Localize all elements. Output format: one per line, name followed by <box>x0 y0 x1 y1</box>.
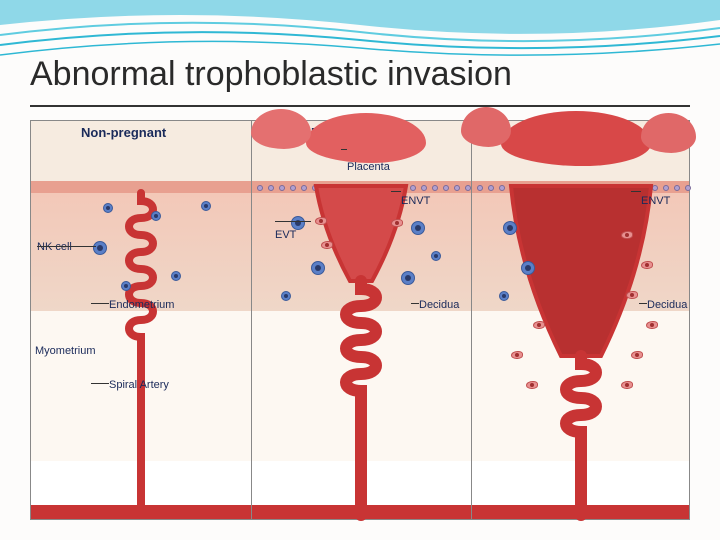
label-line <box>37 246 96 247</box>
nk-cell <box>201 201 211 211</box>
label-decidua: Decidua <box>419 299 459 311</box>
label-envt: ENVT <box>401 195 430 207</box>
evt-cell <box>641 261 653 269</box>
nk-cell <box>521 261 535 275</box>
nk-cell <box>401 271 415 285</box>
evt-cell <box>321 241 333 249</box>
nk-cell <box>171 271 181 281</box>
evt-cell <box>315 217 327 225</box>
evt-cell <box>621 231 633 239</box>
label-line <box>631 191 641 192</box>
label-line <box>391 191 401 192</box>
evt-cell <box>631 351 643 359</box>
label-placenta: Placenta <box>347 161 390 173</box>
label-line <box>639 303 647 304</box>
label-line <box>411 303 419 304</box>
label-line <box>91 303 109 304</box>
nk-cell <box>311 261 325 275</box>
nk-cell <box>503 221 517 235</box>
evt-cell <box>526 381 538 389</box>
evt-cell <box>533 321 545 329</box>
artery-preeclampsia <box>251 121 471 521</box>
nk-cell <box>411 221 425 235</box>
label-spiral-artery: Spiral Artery <box>109 379 169 391</box>
label-line <box>91 383 109 384</box>
artery-normal-pregnancy <box>471 121 691 521</box>
title-underline <box>30 105 690 107</box>
nk-cell <box>291 216 305 230</box>
nk-cell <box>499 291 509 301</box>
evt-cell <box>621 381 633 389</box>
nk-cell <box>93 241 107 255</box>
label-myometrium: Myometrium <box>35 345 96 357</box>
label-line <box>341 149 347 150</box>
label-envt: ENVT <box>641 195 670 207</box>
evt-cell <box>626 291 638 299</box>
nk-cell <box>151 211 161 221</box>
artery-non-pregnant <box>31 121 251 521</box>
evt-cell <box>391 219 403 227</box>
label-decidua: Decidua <box>647 299 687 311</box>
label-evt: EVT <box>275 229 296 241</box>
nk-cell <box>281 291 291 301</box>
nk-cell <box>121 281 131 291</box>
evt-cell <box>511 351 523 359</box>
slide-title: Abnormal trophoblastic invasion <box>30 55 512 94</box>
label-nk-cell: NK cell <box>37 241 72 253</box>
diagram-container: Non-pregnantNK cellEndometriumMyometrium… <box>30 120 690 520</box>
evt-cell <box>646 321 658 329</box>
nk-cell <box>431 251 441 261</box>
label-line <box>275 221 311 222</box>
nk-cell <box>103 203 113 213</box>
label-endometrium: Endometrium <box>109 299 174 311</box>
